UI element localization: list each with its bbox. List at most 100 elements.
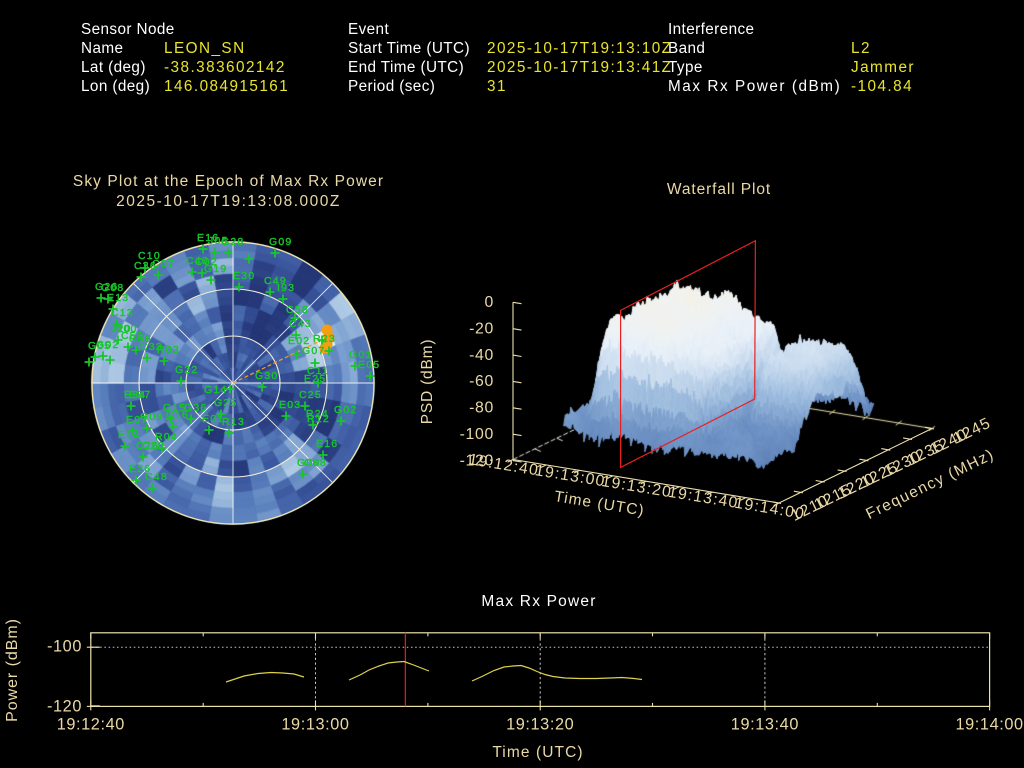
svg-text:G15: G15	[163, 402, 186, 414]
svg-text:G08: G08	[297, 457, 320, 469]
svg-text:-100: -100	[47, 638, 82, 656]
svg-text:G07: G07	[302, 345, 325, 357]
svg-text:-60: -60	[469, 373, 494, 390]
svg-text:19:12:40: 19:12:40	[57, 716, 125, 734]
svg-text:-120: -120	[460, 452, 494, 469]
svg-text:146.084915161: 146.084915161	[164, 78, 289, 95]
svg-text:C48: C48	[145, 471, 168, 483]
svg-text:Max Rx Power: Max Rx Power	[481, 593, 596, 610]
svg-text:Time (UTC): Time (UTC)	[492, 744, 583, 761]
svg-text:G05: G05	[88, 340, 111, 352]
svg-text:Event: Event	[348, 21, 389, 38]
svg-text:0: 0	[485, 294, 495, 311]
svg-text:Type: Type	[668, 59, 703, 76]
svg-text:Power (dBm): Power (dBm)	[4, 618, 21, 722]
svg-text:Max Rx Power (dBm): Max Rx Power (dBm)	[668, 78, 841, 95]
svg-text:R23: R23	[313, 333, 336, 345]
svg-text:-104.84: -104.84	[851, 78, 913, 95]
svg-text:-20: -20	[469, 320, 494, 337]
svg-text:G02: G02	[96, 339, 119, 351]
svg-text:E37: E37	[129, 389, 151, 401]
svg-text:G25: G25	[214, 397, 237, 409]
svg-text:-38.383602142: -38.383602142	[164, 59, 286, 76]
svg-text:E16: E16	[197, 232, 219, 244]
svg-text:E34: E34	[124, 389, 146, 401]
svg-text:C07: C07	[152, 258, 175, 270]
svg-text:G08: G08	[101, 282, 124, 294]
svg-text:Jammer: Jammer	[851, 59, 915, 76]
svg-text:End Time (UTC): End Time (UTC)	[348, 59, 464, 76]
svg-text:Interference: Interference	[668, 21, 754, 38]
svg-text:J05: J05	[208, 235, 229, 247]
svg-text:R13: R13	[222, 416, 245, 428]
svg-text:Lon (deg): Lon (deg)	[81, 78, 150, 95]
svg-text:I93: I93	[277, 282, 295, 294]
svg-text:R24: R24	[306, 408, 329, 420]
svg-text:E03: E03	[279, 399, 301, 411]
svg-text:C11: C11	[307, 365, 329, 377]
svg-text:-100: -100	[460, 426, 494, 443]
svg-text:Period (sec): Period (sec)	[348, 78, 435, 95]
svg-text:LEON_SN: LEON_SN	[164, 40, 246, 57]
svg-text:-40: -40	[469, 347, 494, 364]
svg-text:E01: E01	[202, 413, 224, 425]
svg-text:31: 31	[487, 78, 507, 95]
svg-text:Waterfall Plot: Waterfall Plot	[667, 181, 771, 198]
svg-text:C59: C59	[121, 330, 144, 342]
svg-text:E07: E07	[126, 414, 148, 426]
svg-text:G01: G01	[349, 349, 372, 361]
svg-text:R03: R03	[157, 344, 180, 356]
svg-text:E26: E26	[129, 463, 151, 475]
svg-text:19:14:00: 19:14:00	[956, 716, 1024, 734]
svg-text:Sky Plot at the Epoch of Max R: Sky Plot at the Epoch of Max Rx Power	[73, 173, 384, 190]
svg-text:G36: G36	[184, 402, 207, 414]
svg-text:C08: C08	[304, 457, 327, 469]
svg-text:19:13:40: 19:13:40	[667, 484, 740, 512]
svg-text:2025-10-17T19:13:10Z: 2025-10-17T19:13:10Z	[487, 40, 672, 57]
svg-text:G28: G28	[221, 236, 244, 248]
svg-text:G02: G02	[334, 404, 357, 416]
svg-text:19:13:40: 19:13:40	[731, 716, 799, 734]
svg-text:2025-10-17T19:13:08.000Z: 2025-10-17T19:13:08.000Z	[116, 193, 341, 210]
svg-text:G19: G19	[204, 263, 227, 275]
svg-text:Start Time (UTC): Start Time (UTC)	[348, 40, 470, 57]
svg-text:G09: G09	[140, 411, 163, 423]
svg-text:G14: G14	[204, 384, 227, 396]
svg-text:19:12:40: 19:12:40	[467, 451, 540, 479]
svg-text:G26: G26	[95, 281, 118, 293]
svg-text:C02: C02	[195, 256, 218, 268]
svg-text:G30: G30	[255, 370, 278, 382]
svg-text:C25: C25	[299, 389, 322, 401]
svg-text:-80: -80	[469, 400, 494, 417]
svg-text:E16: E16	[316, 438, 338, 450]
svg-text:19:13:00: 19:13:00	[534, 462, 607, 490]
svg-text:Lat (deg): Lat (deg)	[81, 59, 146, 76]
svg-text:PSD (dBm): PSD (dBm)	[419, 339, 436, 425]
svg-text:-120: -120	[47, 698, 82, 716]
svg-text:C20: C20	[142, 440, 165, 452]
svg-text:E30: E30	[233, 270, 255, 282]
svg-text:1245: 1245	[951, 415, 994, 448]
svg-text:C26: C26	[136, 440, 159, 452]
svg-text:19:13:00: 19:13:00	[281, 716, 349, 734]
svg-text:C33: C33	[140, 341, 163, 353]
svg-text:C49: C49	[264, 275, 287, 287]
svg-text:2025-10-17T19:13:41Z: 2025-10-17T19:13:41Z	[487, 59, 672, 76]
svg-text:E05: E05	[358, 359, 380, 371]
svg-text:R04: R04	[155, 431, 178, 443]
svg-text:L2: L2	[851, 40, 871, 57]
svg-text:19:13:20: 19:13:20	[506, 716, 574, 734]
svg-text:Band: Band	[668, 40, 705, 57]
svg-text:E13: E13	[107, 292, 129, 304]
svg-text:G09: G09	[269, 236, 292, 248]
svg-text:Name: Name	[81, 40, 123, 57]
svg-text:Sensor Node: Sensor Node	[81, 21, 175, 38]
svg-text:G22: G22	[175, 364, 198, 376]
svg-text:R12: R12	[307, 413, 330, 425]
svg-text:J20: J20	[111, 323, 132, 335]
svg-text:C56: C56	[129, 333, 152, 345]
svg-text:E02: E02	[288, 335, 310, 347]
svg-text:C40: C40	[186, 255, 209, 267]
svg-text:C58: C58	[286, 304, 309, 316]
svg-text:C10: C10	[138, 250, 161, 262]
